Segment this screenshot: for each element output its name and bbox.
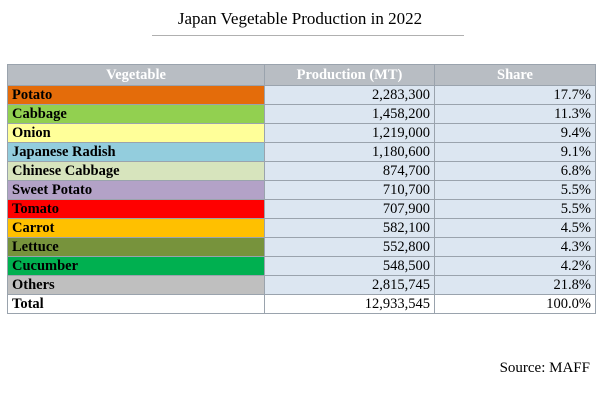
production-cell: 2,283,300	[264, 85, 435, 105]
table-body: Potato 2,283,300 17.7% Cabbage 1,458,200 11.3…	[7, 85, 596, 314]
vegetable-cell: Potato	[7, 85, 265, 105]
table-row: Cucumber 548,500 4.2%	[7, 256, 596, 276]
share-cell: 5.5%	[434, 199, 596, 219]
production-cell: 582,100	[264, 218, 435, 238]
share-cell: 100.0%	[434, 294, 596, 314]
table-row: Lettuce 552,800 4.3%	[7, 237, 596, 257]
vegetable-cell: Cabbage	[7, 104, 265, 124]
table-row: Cabbage 1,458,200 11.3%	[7, 104, 596, 124]
production-cell: 874,700	[264, 161, 435, 181]
header-production: Production (MT)	[264, 64, 435, 86]
table-row: Potato 2,283,300 17.7%	[7, 85, 596, 105]
share-cell: 4.5%	[434, 218, 596, 238]
source-note: Source: MAFF	[499, 360, 590, 376]
table-row: Tomato 707,900 5.5%	[7, 199, 596, 219]
production-cell: 552,800	[264, 237, 435, 257]
table-row: Chinese Cabbage 874,700 6.8%	[7, 161, 596, 181]
vegetable-cell: Sweet Potato	[7, 180, 265, 200]
table-row: Onion 1,219,000 9.4%	[7, 123, 596, 143]
table-row: Others 2,815,745 21.8%	[7, 275, 596, 295]
header-share: Share	[434, 64, 596, 86]
chart-title: Japan Vegetable Production in 2022	[177, 9, 423, 28]
total-row: Total 12,933,545 100.0%	[7, 294, 596, 314]
vegetable-production-table: Vegetable Production (MT) Share Potato 2,…	[7, 64, 596, 314]
vegetable-cell: Total	[7, 294, 265, 314]
share-cell: 4.2%	[434, 256, 596, 276]
vegetable-cell: Tomato	[7, 199, 265, 219]
share-cell: 21.8%	[434, 275, 596, 295]
table-row: Carrot 582,100 4.5%	[7, 218, 596, 238]
production-cell: 12,933,545	[264, 294, 435, 314]
production-cell: 1,219,000	[264, 123, 435, 143]
production-cell: 548,500	[264, 256, 435, 276]
production-cell: 710,700	[264, 180, 435, 200]
share-cell: 9.4%	[434, 123, 596, 143]
table-row: Sweet Potato 710,700 5.5%	[7, 180, 596, 200]
table-row: Japanese Radish 1,180,600 9.1%	[7, 142, 596, 162]
vegetable-cell: Lettuce	[7, 237, 265, 257]
production-cell: 1,458,200	[264, 104, 435, 124]
share-cell: 11.3%	[434, 104, 596, 124]
share-cell: 5.5%	[434, 180, 596, 200]
vegetable-cell: Cucumber	[7, 256, 265, 276]
vegetable-cell: Carrot	[7, 218, 265, 238]
share-cell: 4.3%	[434, 237, 596, 257]
header-vegetable: Vegetable	[7, 64, 265, 86]
production-cell: 2,815,745	[264, 275, 435, 295]
share-cell: 17.7%	[434, 85, 596, 105]
production-cell: 707,900	[264, 199, 435, 219]
vegetable-cell: Chinese Cabbage	[7, 161, 265, 181]
vegetable-cell: Onion	[7, 123, 265, 143]
table-header-row: Vegetable Production (MT) Share	[7, 64, 596, 86]
share-cell: 6.8%	[434, 161, 596, 181]
share-cell: 9.1%	[434, 142, 596, 162]
vegetable-cell: Others	[7, 275, 265, 295]
production-cell: 1,180,600	[264, 142, 435, 162]
vegetable-cell: Japanese Radish	[7, 142, 265, 162]
title-underline	[152, 35, 464, 36]
